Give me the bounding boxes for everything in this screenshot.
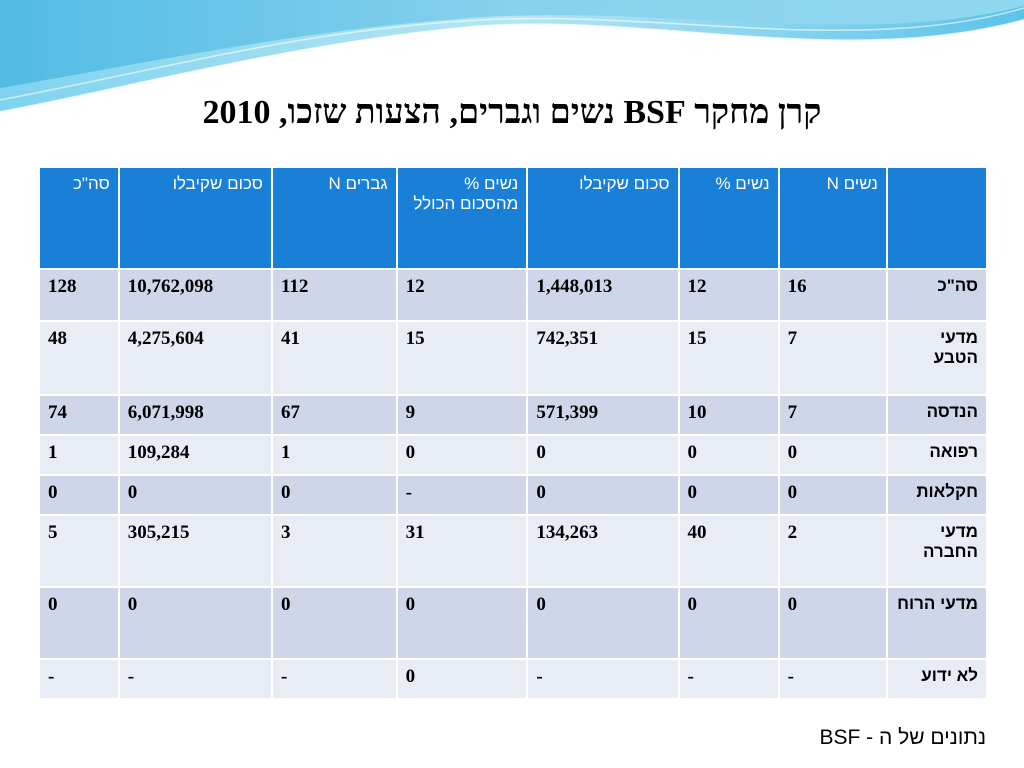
table-row: מדעי הרוח 0 0 0 0 0 0 0 bbox=[38, 586, 989, 660]
header-cell: גברים N bbox=[270, 166, 398, 270]
table-cell: 1,448,013 bbox=[526, 268, 680, 322]
table-cell: - bbox=[395, 474, 529, 516]
table-cell: 0 bbox=[38, 586, 120, 660]
table-row: לא ידוע - - - 0 - - - bbox=[38, 658, 989, 700]
table-cell: - bbox=[38, 658, 120, 700]
table-cell: 0 bbox=[395, 434, 529, 476]
row-label: לא ידוע bbox=[885, 658, 989, 700]
table-cell: 5 bbox=[38, 514, 120, 588]
table-cell: 12 bbox=[677, 268, 780, 322]
row-label: הנדסה bbox=[885, 394, 989, 436]
table-cell: - bbox=[117, 658, 273, 700]
table-cell: 0 bbox=[395, 586, 529, 660]
table-row: סה"כ 16 12 1,448,013 12 112 10,762,098 1… bbox=[38, 268, 989, 322]
table-row: מדעי הטבע 7 15 742,351 15 41 4,275,604 4… bbox=[38, 320, 989, 396]
header-cell: נשים % מהסכום הכולל bbox=[395, 166, 529, 270]
table-cell: - bbox=[270, 658, 398, 700]
header-cell: נשים N bbox=[777, 166, 888, 270]
table-row: רפואה 0 0 0 0 1 109,284 1 bbox=[38, 434, 989, 476]
table-cell: 0 bbox=[270, 474, 398, 516]
table-cell: 109,284 bbox=[117, 434, 273, 476]
table-cell: 4,275,604 bbox=[117, 320, 273, 396]
table-cell: 10,762,098 bbox=[117, 268, 273, 322]
table-row: חקלאות 0 0 0 - 0 0 0 bbox=[38, 474, 989, 516]
row-label: סה"כ bbox=[885, 268, 989, 322]
table-cell: 0 bbox=[677, 434, 780, 476]
table-cell: 742,351 bbox=[526, 320, 680, 396]
table-cell: 0 bbox=[117, 474, 273, 516]
table-cell: 0 bbox=[270, 586, 398, 660]
table-cell: 7 bbox=[777, 394, 888, 436]
header-cell: סכום שקיבלו bbox=[117, 166, 273, 270]
row-label: מדעי הטבע bbox=[885, 320, 989, 396]
header-cell: נשים % bbox=[677, 166, 780, 270]
table-cell: 16 bbox=[777, 268, 888, 322]
data-table: נשים N נשים % סכום שקיבלו נשים % מהסכום … bbox=[38, 166, 989, 700]
table-cell: 112 bbox=[270, 268, 398, 322]
table-cell: 1 bbox=[270, 434, 398, 476]
row-label: רפואה bbox=[885, 434, 989, 476]
table-cell: 15 bbox=[677, 320, 780, 396]
table-cell: 40 bbox=[677, 514, 780, 588]
table-cell: 0 bbox=[677, 474, 780, 516]
table-cell: 67 bbox=[270, 394, 398, 436]
table-cell: 6,071,998 bbox=[117, 394, 273, 436]
table-cell: 12 bbox=[395, 268, 529, 322]
header-cell bbox=[885, 166, 989, 270]
table-cell: 0 bbox=[526, 586, 680, 660]
table-row: הנדסה 7 10 571,399 9 67 6,071,998 74 bbox=[38, 394, 989, 436]
table-header-row: נשים N נשים % סכום שקיבלו נשים % מהסכום … bbox=[38, 166, 989, 270]
table-cell: 31 bbox=[395, 514, 529, 588]
table-cell: 0 bbox=[777, 586, 888, 660]
table-cell: - bbox=[777, 658, 888, 700]
table-cell: 0 bbox=[677, 586, 780, 660]
table-cell: 305,215 bbox=[117, 514, 273, 588]
header-cell: סכום שקיבלו bbox=[526, 166, 680, 270]
table-row: מדעי החברה 2 40 134,263 31 3 305,215 5 bbox=[38, 514, 989, 588]
table-cell: 7 bbox=[777, 320, 888, 396]
table-cell: 0 bbox=[117, 586, 273, 660]
source-footnote: נתונים של ה - BSF bbox=[819, 726, 986, 749]
table-cell: 48 bbox=[38, 320, 120, 396]
table-cell: 0 bbox=[777, 474, 888, 516]
table-cell: - bbox=[526, 658, 680, 700]
table-cell: 128 bbox=[38, 268, 120, 322]
decorative-wave-banner bbox=[0, 0, 1024, 113]
table-cell: 0 bbox=[526, 434, 680, 476]
table-cell: 41 bbox=[270, 320, 398, 396]
row-label: מדעי הרוח bbox=[885, 586, 989, 660]
row-label: חקלאות bbox=[885, 474, 989, 516]
table-cell: 3 bbox=[270, 514, 398, 588]
table-cell: 9 bbox=[395, 394, 529, 436]
table-cell: 74 bbox=[38, 394, 120, 436]
table-cell: 10 bbox=[677, 394, 780, 436]
table-cell: 0 bbox=[395, 658, 529, 700]
page-title: קרן מחקר BSF נשים וגברים, הצעות שזכו, 20… bbox=[202, 94, 822, 131]
table-cell: 0 bbox=[777, 434, 888, 476]
row-label: מדעי החברה bbox=[885, 514, 989, 588]
table-cell: 0 bbox=[526, 474, 680, 516]
table-cell: - bbox=[677, 658, 780, 700]
table-cell: 0 bbox=[38, 474, 120, 516]
table-cell: 2 bbox=[777, 514, 888, 588]
table-cell: 571,399 bbox=[526, 394, 680, 436]
table-cell: 1 bbox=[38, 434, 120, 476]
table-cell: 15 bbox=[395, 320, 529, 396]
table-cell: 134,263 bbox=[526, 514, 680, 588]
header-cell: סה"כ bbox=[38, 166, 120, 270]
